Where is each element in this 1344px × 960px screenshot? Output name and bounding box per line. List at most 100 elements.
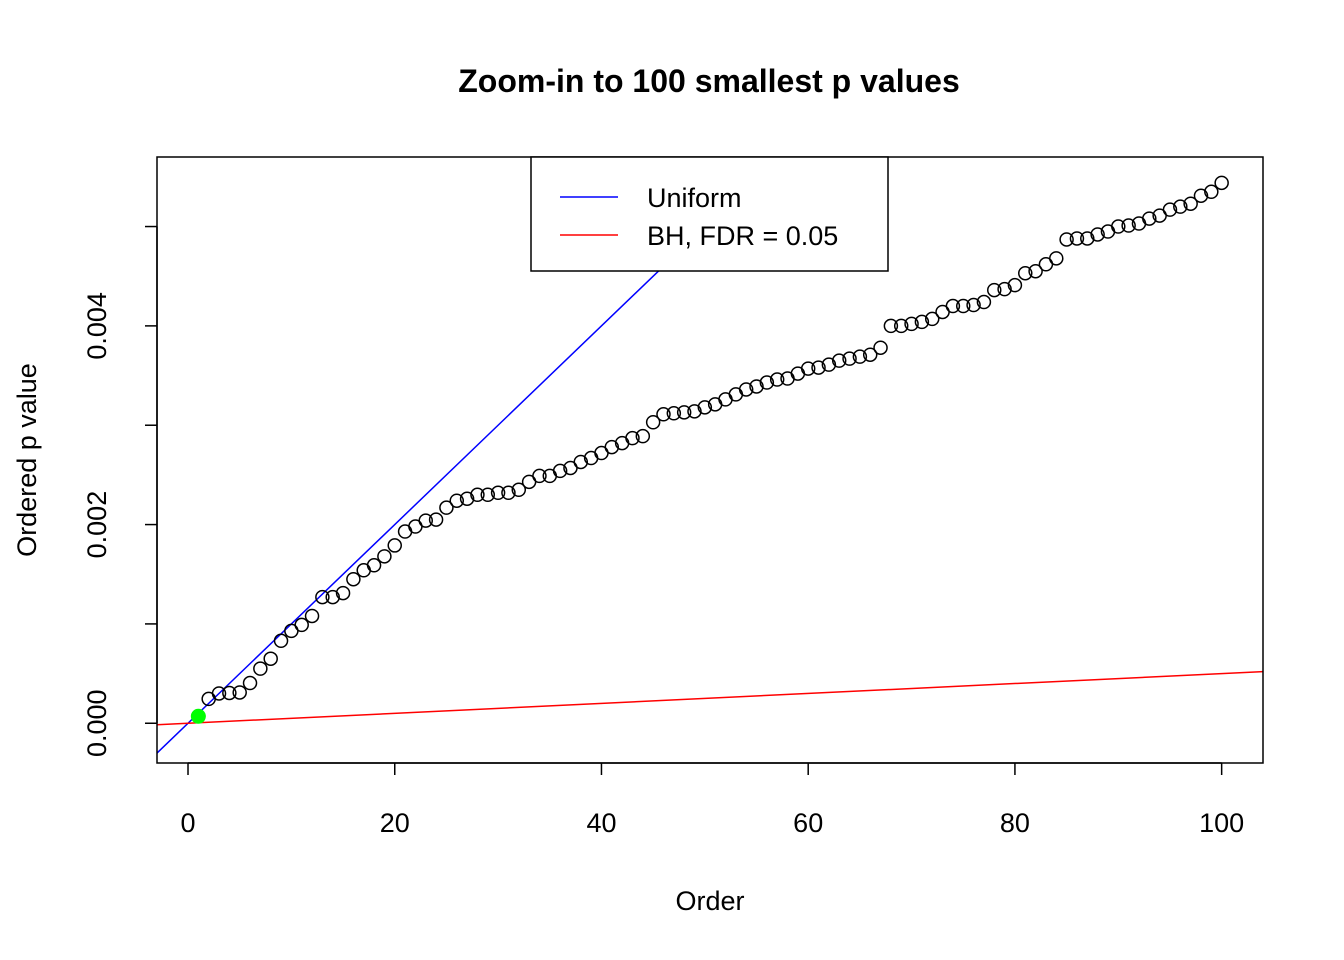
data-point xyxy=(800,361,816,376)
data-point xyxy=(1204,184,1219,200)
data-point xyxy=(1059,232,1074,247)
data-point xyxy=(1007,277,1023,293)
data-point xyxy=(304,608,320,624)
x-tick-label: 20 xyxy=(380,808,410,838)
x-tick-label: 60 xyxy=(793,808,823,838)
data-point xyxy=(1214,175,1229,191)
data-point xyxy=(511,482,527,498)
y-tick-label: 0.000 xyxy=(82,689,112,757)
data-point xyxy=(625,430,640,446)
data-points xyxy=(190,175,1229,724)
data-point xyxy=(1028,263,1043,279)
chart-title: Zoom-in to 100 smallest p values xyxy=(458,63,959,99)
data-point xyxy=(490,485,506,501)
y-tick-label: 0.004 xyxy=(82,292,112,360)
y-axis-title: Ordered p value xyxy=(12,363,42,557)
data-point xyxy=(346,571,361,587)
legend: Uniform BH, FDR = 0.05 xyxy=(530,156,889,272)
data-point xyxy=(211,686,227,701)
x-tick-label: 0 xyxy=(180,808,195,838)
data-point xyxy=(1049,251,1064,266)
data-point xyxy=(1193,188,1209,203)
data-point xyxy=(366,558,382,573)
data-point xyxy=(573,454,589,470)
data-point xyxy=(976,294,992,310)
data-point xyxy=(852,349,868,364)
data-point xyxy=(470,487,485,503)
data-point xyxy=(738,382,754,397)
data-point xyxy=(811,360,826,375)
legend-box xyxy=(530,156,889,272)
reference-line-uniform xyxy=(157,157,779,754)
data-point xyxy=(263,651,278,666)
data-point xyxy=(532,468,547,484)
data-point xyxy=(1173,199,1188,214)
y-axis: 0.000 0.002 0.004 xyxy=(82,225,158,757)
data-point xyxy=(459,491,475,506)
data-point xyxy=(294,617,309,633)
data-point xyxy=(335,585,351,601)
data-point xyxy=(862,347,878,362)
data-point xyxy=(1162,202,1178,217)
data-point xyxy=(1183,196,1198,211)
data-point xyxy=(1080,231,1095,246)
data-point xyxy=(253,661,268,676)
data-point xyxy=(222,685,237,701)
data-point xyxy=(439,500,454,515)
data-point xyxy=(924,311,940,327)
data-point xyxy=(552,463,568,479)
data-point xyxy=(387,538,402,553)
data-point xyxy=(604,439,620,455)
data-point xyxy=(914,314,930,330)
data-point xyxy=(997,281,1012,297)
data-point xyxy=(769,372,785,387)
x-axis: 0 20 40 60 80 100 xyxy=(180,762,1244,838)
data-point xyxy=(242,675,258,691)
legend-bh-label: BH, FDR = 0.05 xyxy=(647,221,838,251)
data-point xyxy=(273,633,289,649)
data-point xyxy=(873,340,888,355)
legend-uniform-label: Uniform xyxy=(647,183,742,213)
data-point xyxy=(315,589,330,605)
data-point xyxy=(1121,218,1136,233)
data-point xyxy=(1090,227,1105,242)
data-point xyxy=(904,316,919,332)
data-point xyxy=(635,428,651,444)
data-point xyxy=(1069,231,1085,246)
data-point xyxy=(955,298,971,314)
x-axis-title: Order xyxy=(675,886,744,916)
data-point xyxy=(749,379,764,394)
data-point xyxy=(966,297,981,313)
data-point xyxy=(377,549,392,564)
data-point xyxy=(1018,265,1033,281)
x-tick-label: 100 xyxy=(1199,808,1244,838)
y-tick-label: 0.002 xyxy=(82,491,112,559)
data-point xyxy=(666,406,682,421)
x-tick-label: 40 xyxy=(586,808,616,838)
data-point xyxy=(501,485,516,501)
data-point xyxy=(687,404,702,419)
data-point xyxy=(232,685,247,700)
data-point xyxy=(656,407,671,422)
reference-lines xyxy=(157,157,1263,754)
data-point xyxy=(449,493,465,508)
data-point xyxy=(645,414,661,430)
data-point xyxy=(842,351,857,366)
data-point xyxy=(480,487,496,503)
data-point xyxy=(418,513,433,528)
reference-line-bh xyxy=(157,670,1263,726)
x-tick-label: 80 xyxy=(1000,808,1030,838)
data-point xyxy=(821,357,837,372)
data-point xyxy=(1142,211,1157,226)
highlighted-point xyxy=(190,708,206,724)
data-point xyxy=(883,318,899,334)
data-point xyxy=(893,318,909,334)
data-point xyxy=(945,298,961,314)
data-point xyxy=(1111,219,1126,234)
data-point xyxy=(325,589,340,605)
data-point xyxy=(987,282,1002,298)
data-point xyxy=(759,375,775,390)
data-point xyxy=(428,512,444,527)
data-point xyxy=(697,400,713,415)
